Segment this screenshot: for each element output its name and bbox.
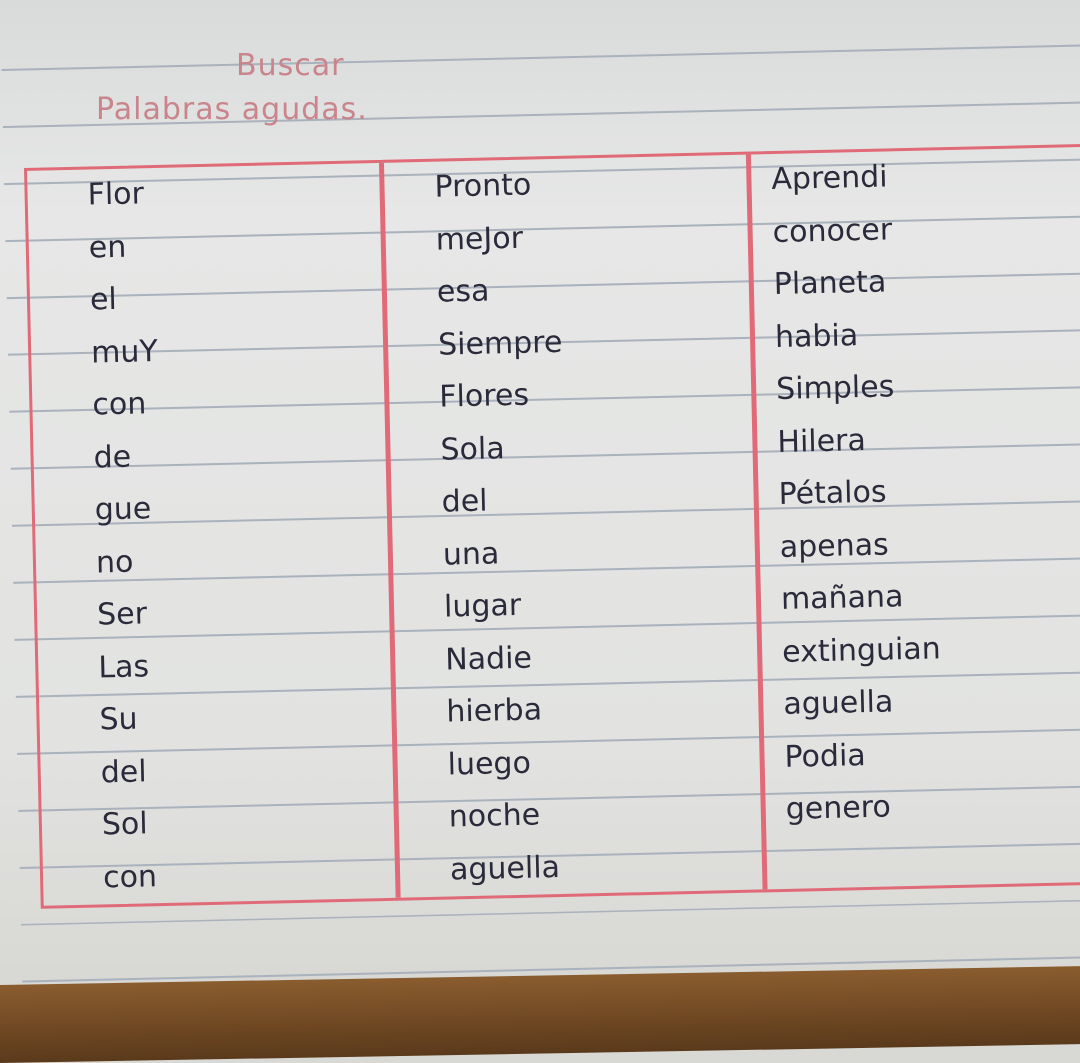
word-cell: de: [93, 439, 132, 475]
column-2: Pronto meJor esa Siempre Flores Sola del una lug…: [383, 154, 768, 898]
word-cell: meJor: [435, 220, 524, 258]
word-cell: Simples: [775, 369, 895, 407]
word-cell: del: [100, 753, 147, 790]
word-cell: con: [91, 386, 147, 423]
word-cell: muY: [90, 333, 159, 371]
word-table: Flor en el muY con de gue no Ser Las Su del Sol con P…: [24, 143, 1080, 909]
word-cell: habia: [774, 317, 859, 355]
word-cell: esa: [436, 273, 490, 310]
word-cell: gue: [94, 491, 152, 528]
word-cell: apenas: [779, 526, 890, 565]
word-cell: Podia: [784, 737, 867, 775]
word-cell: hierba: [446, 692, 543, 730]
word-cell: Planeta: [773, 264, 887, 303]
word-cell: aguella: [782, 684, 894, 722]
word-cell: Sola: [440, 430, 506, 468]
word-cell: Sol: [101, 806, 149, 843]
word-cell: Su: [99, 701, 138, 738]
word-cell: aguella: [449, 849, 561, 888]
word-cell: Las: [97, 648, 150, 685]
word-cell: con: [102, 858, 158, 895]
word-cell: lugar: [443, 587, 522, 625]
heading-line2: Palabras agudas.: [96, 92, 368, 127]
word-cell: noche: [448, 797, 541, 835]
word-cell: Pétalos: [778, 474, 887, 512]
word-cell: Siempre: [437, 324, 563, 363]
word-cell: en: [88, 229, 127, 266]
word-cell: Nadie: [444, 640, 533, 678]
word-cell: Flores: [438, 377, 530, 415]
word-cell: Hilera: [777, 422, 867, 460]
word-cell: del: [441, 483, 488, 520]
word-cell: Flor: [87, 176, 145, 213]
heading-line1: Buscar: [236, 48, 345, 83]
column-3: Aprendi conocer Planeta habia Simples Hilera P…: [751, 147, 1080, 890]
word-cell: Pronto: [434, 167, 532, 205]
word-cell: Aprendi: [771, 159, 888, 198]
word-cell: Ser: [96, 596, 148, 633]
word-cell: conocer: [772, 211, 893, 250]
word-cell: el: [89, 281, 118, 318]
column-1: Flor en el muY con de gue no Ser Las Su del Sol con: [27, 162, 401, 906]
word-cell: una: [442, 535, 500, 573]
word-cell: extinguian: [781, 630, 942, 670]
word-cell: no: [95, 544, 134, 580]
word-cell: luego: [447, 745, 532, 783]
word-cell: mañana: [780, 579, 904, 617]
word-cell: genero: [785, 789, 892, 827]
